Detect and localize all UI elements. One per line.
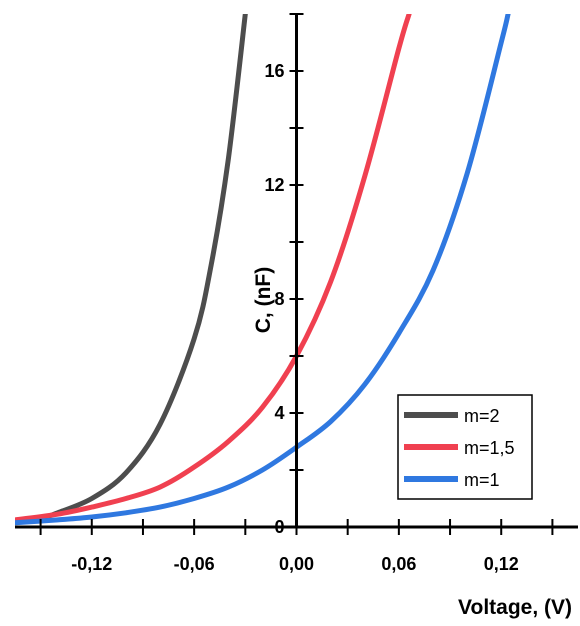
x-tick-label: 0,12 [484,554,519,574]
y-tick-label: 16 [264,61,284,81]
x-tick-label: -0,12 [71,554,112,574]
x-axis-title: Voltage, (V) [458,596,572,619]
x-tick-label: 0,06 [381,554,416,574]
y-tick-label: 8 [274,289,284,309]
legend-label-1: m=1,5 [464,438,515,458]
x-tick-label: 0,00 [279,554,314,574]
legend: m=2 m=1,5 m=1 [397,394,533,500]
series-line-0 [15,14,248,524]
legend-label-2: m=1 [464,470,500,490]
x-tick-label: -0,06 [174,554,215,574]
ticks-layer: -0,12 -0,06 0,00 0,06 0,12 0 4 8 12 16 [39,13,554,574]
y-tick-label: 4 [274,403,284,423]
y-axis-title: C, (nF) [252,267,275,333]
legend-label-0: m=2 [464,406,500,426]
y-tick-label: 0 [274,517,284,537]
series-line-1 [15,14,412,523]
y-tick-label: 12 [264,175,284,195]
